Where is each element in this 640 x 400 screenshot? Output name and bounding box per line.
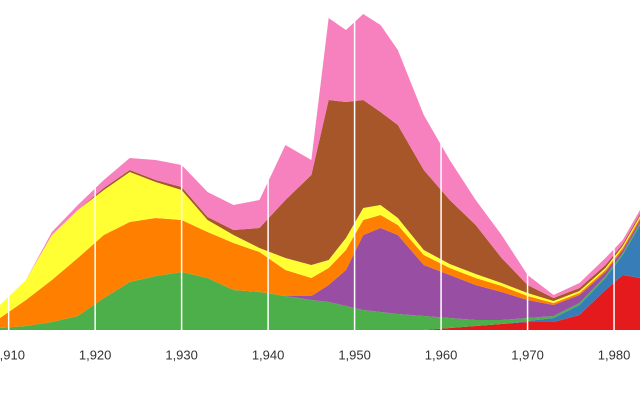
area — [0, 223, 640, 330]
x-tick-label: 1,920 — [79, 347, 112, 362]
area — [0, 220, 640, 328]
x-tick-label: 1,970 — [511, 347, 544, 362]
x-tick-label: 1,980 — [598, 347, 631, 362]
area — [0, 215, 640, 328]
x-tick-label: 1,940 — [252, 347, 285, 362]
area — [0, 100, 640, 305]
x-tick-label: 1,930 — [165, 347, 198, 362]
x-tick-label: 1,910 — [0, 347, 25, 362]
area — [0, 14, 640, 305]
area — [0, 172, 640, 318]
x-tick-label: 1,960 — [425, 347, 458, 362]
x-tick-label: 1,950 — [338, 347, 371, 362]
area — [0, 275, 640, 330]
